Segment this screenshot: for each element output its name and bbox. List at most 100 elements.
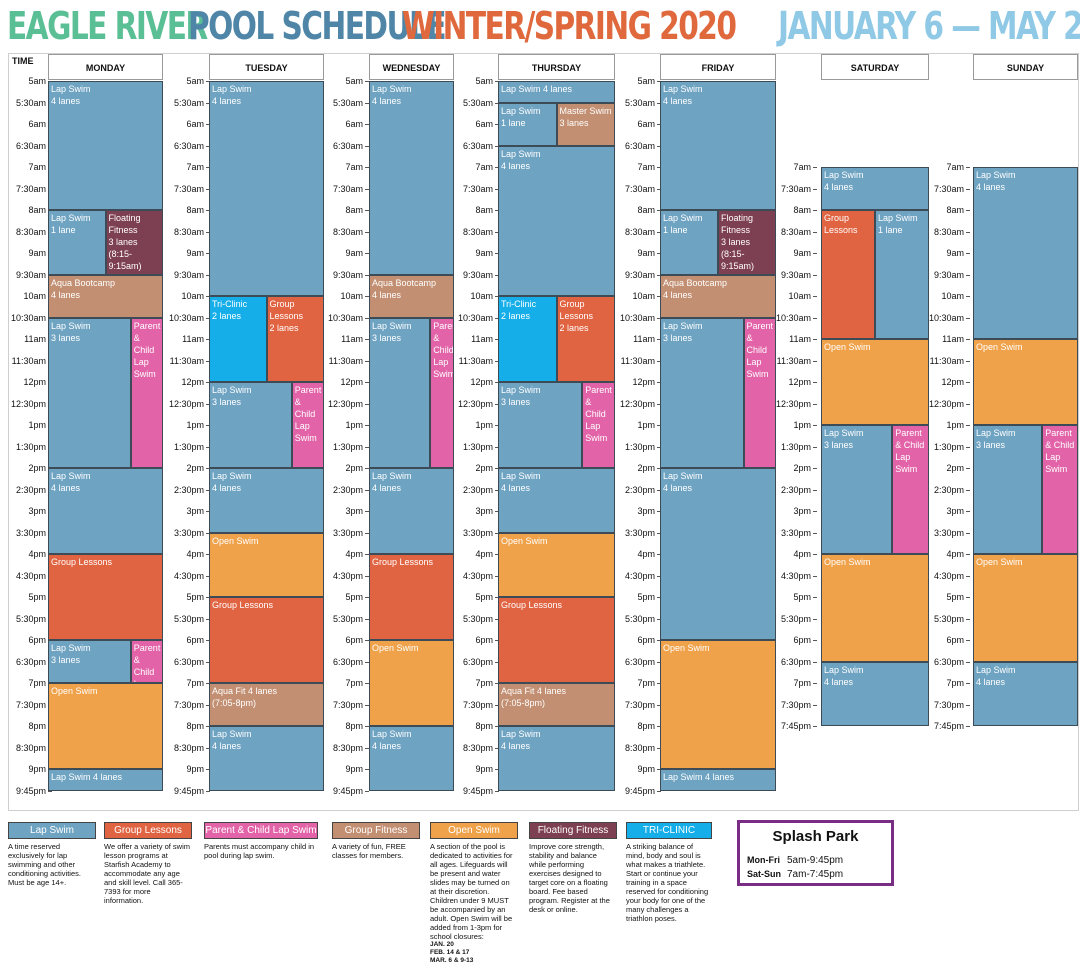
time-label: 7am xyxy=(317,162,369,172)
event-block-lessons[interactable]: Group Lessons xyxy=(821,210,875,339)
event-label: 3 lanes xyxy=(51,655,81,665)
time-label: 1pm xyxy=(158,420,210,430)
event-block-lap[interactable]: Lap Swim 3 lanes xyxy=(821,425,893,554)
legend-description: We offer a variety of swim lesson progra… xyxy=(104,842,191,905)
event-block-lessons[interactable]: Group Lessons xyxy=(369,554,454,640)
event-block-lap[interactable]: Lap Swim 4 lanes xyxy=(369,81,454,275)
event-block-floating[interactable]: Floating Fitness 3 lanes (8:15-9:15am) xyxy=(105,210,163,275)
time-label: 9:45pm xyxy=(317,786,369,796)
event-block-lap[interactable]: Lap Swim 4 lanes xyxy=(973,661,1078,726)
event-block-open[interactable]: Open Swim xyxy=(821,339,929,425)
event-label: Open Swim xyxy=(51,686,98,696)
event-block-tri[interactable]: Tri-Clinic 2 lanes xyxy=(498,296,557,382)
event-label: Lap Swim 4 lanes xyxy=(501,84,573,94)
event-block-lap[interactable]: Lap Swim 4 lanes xyxy=(48,468,163,554)
event-block-lap[interactable]: Lap Swim 4 lanes xyxy=(498,468,615,533)
event-block-lap[interactable]: Lap Swim 4 lanes xyxy=(209,81,324,296)
event-block-fitness[interactable]: Aqua Fit 4 lanes (7:05-8pm) xyxy=(209,683,324,726)
event-block-open[interactable]: Open Swim xyxy=(48,683,163,769)
event-label: 1 lane xyxy=(501,117,526,128)
event-label: 3 lanes xyxy=(212,397,242,407)
event-block-tri[interactable]: Tri-Clinic 2 lanes xyxy=(209,296,267,382)
event-block-lap[interactable]: Lap Swim 4 lanes xyxy=(660,468,776,640)
event-block-lap[interactable]: Lap Swim 4 lanes xyxy=(660,769,776,791)
time-label: 8pm xyxy=(609,721,661,731)
event-block-lessons[interactable]: Group Lessons 2 lanes xyxy=(556,296,615,382)
event-block-lessons[interactable]: Group Lessons xyxy=(48,554,163,640)
event-block-lap[interactable]: Lap Swim 3 lanes xyxy=(209,382,292,468)
event-block-lap[interactable]: Lap Swim 3 lanes xyxy=(48,640,131,683)
event-label: 4 lanes xyxy=(501,160,531,171)
event-block-lap[interactable]: Lap Swim 4 lanes xyxy=(821,167,929,210)
event-block-open[interactable]: Open Swim xyxy=(660,640,776,769)
time-label: 5:30pm xyxy=(765,614,817,624)
time-label: 9pm xyxy=(0,764,52,774)
event-label: Group xyxy=(269,299,295,309)
time-label: 5pm xyxy=(447,592,499,602)
event-block-lap[interactable]: Lap Swim 3 lanes xyxy=(973,425,1043,554)
event-block-lap[interactable]: Lap Swim 3 lanes xyxy=(369,317,431,468)
time-label: 8:30pm xyxy=(317,743,369,753)
time-label: 9am xyxy=(765,248,817,258)
event-label: 4 lanes xyxy=(51,289,81,300)
time-label: 11am xyxy=(609,334,661,344)
event-block-lessons[interactable]: Group Lessons xyxy=(498,597,615,683)
event-label: Aqua Bootcamp xyxy=(372,277,437,288)
event-label: 4 lanes xyxy=(372,741,402,751)
time-label: 4:30pm xyxy=(158,571,210,581)
time-label: 8:30pm xyxy=(0,743,52,753)
event-label: 3 lanes xyxy=(108,237,138,247)
event-block-lap[interactable]: Lap Swim 4 lanes xyxy=(821,661,929,726)
time-label: 5pm xyxy=(918,592,970,602)
event-block-lap[interactable]: Lap Swim 4 lanes xyxy=(48,769,163,791)
event-block-lap[interactable]: Lap Swim 1 lane xyxy=(875,210,929,339)
time-label: 6am xyxy=(158,119,210,129)
event-block-open[interactable]: Open Swim xyxy=(498,532,615,597)
event-block-fitness[interactable]: Aqua Bootcamp 4 lanes xyxy=(369,274,454,318)
time-label: 7:30pm xyxy=(918,700,970,710)
event-block-lap[interactable]: Lap Swim 4 lanes xyxy=(498,726,615,791)
event-label: 2 lanes xyxy=(269,323,299,333)
event-block-lap[interactable]: Lap Swim 4 lanes xyxy=(973,167,1078,339)
event-block-lap[interactable]: Lap Swim 1 lane xyxy=(498,102,557,146)
time-label: 1pm xyxy=(317,420,369,430)
event-block-fitness[interactable]: Aqua Bootcamp 4 lanes xyxy=(660,274,776,318)
event-block-open[interactable]: Open Swim xyxy=(209,532,324,597)
event-block-lessons[interactable]: Group Lessons 2 lanes xyxy=(266,296,324,382)
event-block-lap[interactable]: Lap Swim 1 lane xyxy=(660,210,718,275)
event-block-fitness[interactable]: Aqua Fit 4 lanes (7:05-8pm) xyxy=(498,683,615,726)
event-block-fitness[interactable]: Aqua Bootcamp 4 lanes xyxy=(48,274,163,318)
event-label: 1 lane xyxy=(51,225,76,235)
event-block-lap[interactable]: Lap Swim 4 lanes xyxy=(660,81,776,210)
event-block-open[interactable]: Open Swim xyxy=(821,554,929,662)
event-block-lap[interactable]: Lap Swim 4 lanes xyxy=(48,81,163,210)
event-block-lessons[interactable]: Group Lessons xyxy=(209,597,324,683)
event-block-lap[interactable]: Lap Swim 4 lanes xyxy=(498,145,615,296)
event-block-lap[interactable]: Lap Swim 4 lanes xyxy=(498,81,615,103)
event-block-lap[interactable]: Lap Swim 4 lanes xyxy=(369,726,454,791)
event-block-lap[interactable]: Lap Swim 3 lanes xyxy=(498,382,583,468)
event-block-open[interactable]: Open Swim xyxy=(973,339,1078,425)
event-block-lap[interactable]: Lap Swim 1 lane xyxy=(48,210,106,275)
event-block-lap[interactable]: Lap Swim 4 lanes xyxy=(209,726,324,791)
event-block-open[interactable]: Open Swim xyxy=(973,554,1078,662)
time-label: 5:30pm xyxy=(609,614,661,624)
time-label: 8:30am xyxy=(918,227,970,237)
event-block-lap[interactable]: Lap Swim 3 lanes xyxy=(48,317,131,468)
event-block-fitness[interactable]: Master Swim 3 lanes xyxy=(556,102,615,146)
event-block-open[interactable]: Open Swim xyxy=(369,640,454,726)
time-label: 3pm xyxy=(0,506,52,516)
event-label: 4 lanes xyxy=(372,96,402,106)
event-block-floating[interactable]: Floating Fitness 3 lanes (8:15-9:15am) xyxy=(718,210,776,275)
event-block-lap[interactable]: Lap Swim 4 lanes xyxy=(209,468,324,533)
event-block-lap[interactable]: Lap Swim 4 lanes xyxy=(369,468,454,554)
event-block-lap[interactable]: Lap Swim 3 lanes xyxy=(660,317,744,468)
